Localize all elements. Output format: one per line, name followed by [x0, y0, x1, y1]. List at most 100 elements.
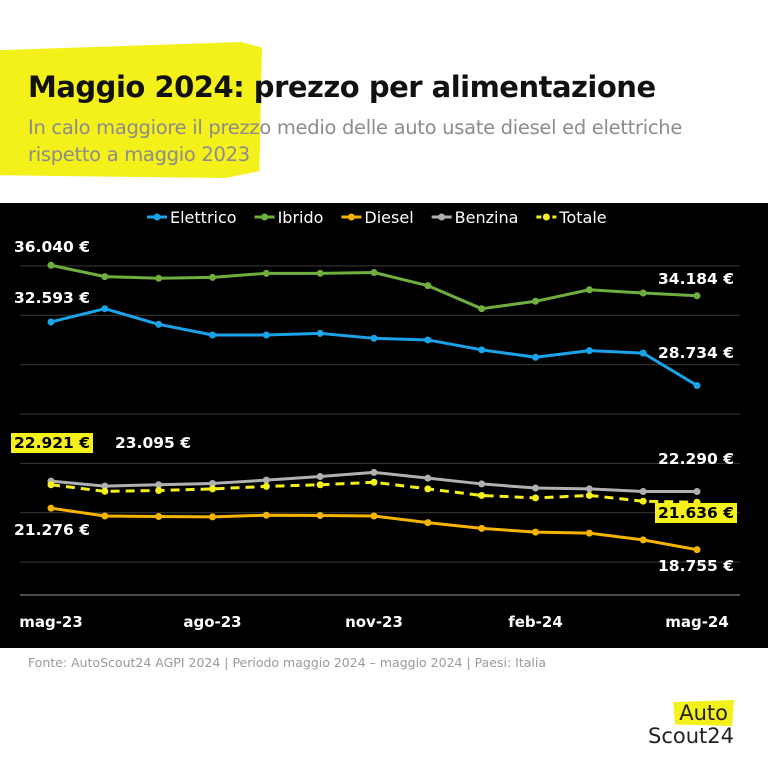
- data-label: 22.290 €: [658, 450, 734, 468]
- data-label: 23.095 €: [115, 434, 191, 452]
- data-point-elettrico: [585, 347, 593, 355]
- legend-label-benzina: Benzina: [455, 208, 519, 227]
- data-point-diesel: [585, 529, 593, 537]
- line-chart: mag-23 ago-23 nov-23 feb-24 mag-24 Elettrico I…: [11, 208, 740, 631]
- data-point-ibrido: [316, 269, 324, 277]
- data-label: 21.276 €: [14, 521, 90, 539]
- data-point-totale: [585, 491, 593, 499]
- page-subtitle: In calo maggiore il prezzo medio delle a…: [28, 116, 683, 166]
- data-point-diesel: [47, 504, 55, 512]
- data-point-ibrido: [262, 269, 270, 277]
- data-label: 22.921 €: [14, 434, 90, 452]
- data-point-diesel: [155, 513, 163, 521]
- data-point-benzina: [101, 482, 109, 490]
- data-point-totale: [155, 487, 163, 495]
- logo-auto-text: Auto: [673, 700, 734, 726]
- data-point-totale: [316, 481, 324, 489]
- data-point-elettrico: [316, 329, 324, 337]
- x-tick-label: mag-24: [665, 613, 729, 631]
- data-point-ibrido: [155, 274, 163, 282]
- data-point-totale: [101, 487, 109, 495]
- data-point-elettrico: [532, 353, 539, 361]
- data-point-benzina: [424, 474, 432, 482]
- data-point-elettrico: [155, 320, 163, 328]
- x-tick-label: mag-23: [19, 613, 83, 631]
- data-label-highlight: [655, 503, 737, 523]
- data-point-totale: [532, 494, 539, 502]
- data-point-benzina: [262, 476, 270, 484]
- data-point-diesel: [209, 513, 216, 521]
- data-point-totale: [370, 478, 378, 486]
- data-point-benzina: [370, 468, 378, 476]
- data-point-elettrico: [639, 349, 647, 357]
- data-label: 34.184 €: [658, 270, 734, 288]
- legend-label-elettrico: Elettrico: [170, 208, 237, 227]
- data-point-benzina: [316, 473, 324, 481]
- data-point-benzina: [532, 484, 539, 492]
- data-point-benzina: [209, 479, 216, 487]
- legend-marker-benzina: [438, 213, 446, 221]
- data-point-elettrico: [101, 305, 109, 313]
- data-point-benzina: [478, 480, 486, 488]
- data-point-ibrido: [585, 286, 593, 294]
- legend-marker-diesel: [347, 213, 355, 221]
- data-point-elettrico: [370, 334, 378, 342]
- data-label: 21.636 €: [658, 504, 734, 522]
- data-label: 18.755 €: [658, 557, 734, 575]
- data-point-diesel: [101, 512, 109, 520]
- page-title: Maggio 2024: prezzo per alimentazione: [28, 70, 656, 104]
- data-point-diesel: [424, 519, 432, 527]
- data-point-diesel: [370, 512, 378, 520]
- data-point-ibrido: [478, 305, 486, 313]
- data-point-benzina: [155, 481, 163, 489]
- data-point-totale: [209, 485, 216, 493]
- logo-scout-text: Scout24: [648, 724, 734, 748]
- data-point-diesel: [639, 536, 647, 544]
- data-point-diesel: [693, 546, 701, 554]
- data-point-totale: [639, 497, 647, 505]
- series-line-elettrico: [50, 307, 698, 387]
- data-point-ibrido: [370, 268, 378, 276]
- data-point-diesel: [316, 512, 324, 520]
- legend-label-diesel: Diesel: [364, 208, 413, 227]
- data-point-ibrido: [532, 297, 539, 305]
- data-point-ibrido: [693, 292, 701, 300]
- data-point-elettrico: [478, 346, 486, 354]
- data-point-diesel: [478, 524, 486, 532]
- data-point-benzina: [585, 485, 593, 493]
- data-point-diesel: [262, 511, 270, 519]
- data-point-ibrido: [639, 289, 647, 297]
- data-point-elettrico: [47, 318, 55, 326]
- data-point-ibrido: [47, 261, 55, 269]
- data-label-highlight: [11, 433, 93, 453]
- source-note: Fonte: AutoScout24 AGPI 2024 | Periodo m…: [28, 655, 546, 670]
- data-point-elettrico: [693, 381, 701, 389]
- data-point-elettrico: [424, 336, 432, 344]
- data-point-benzina: [639, 488, 647, 496]
- data-point-diesel: [532, 528, 539, 536]
- x-tick-label: feb-24: [508, 613, 563, 631]
- data-point-elettrico: [209, 331, 216, 339]
- data-label: 32.593 €: [14, 289, 90, 307]
- data-point-totale: [262, 482, 270, 490]
- x-tick-label: nov-23: [345, 613, 403, 631]
- data-point-ibrido: [209, 273, 216, 281]
- data-point-totale: [478, 491, 486, 499]
- title-highlight: [0, 42, 262, 178]
- data-point-totale: [424, 485, 432, 493]
- data-point-elettrico: [262, 331, 270, 339]
- chart-panel: mag-23 ago-23 nov-23 feb-24 mag-24 Elettrico I…: [0, 203, 768, 648]
- data-point-ibrido: [424, 282, 432, 290]
- data-point-benzina: [693, 488, 701, 496]
- data-point-ibrido: [101, 273, 109, 281]
- legend-marker-ibrido: [261, 213, 269, 221]
- data-point-totale: [47, 481, 55, 489]
- legend-label-ibrido: Ibrido: [278, 208, 324, 227]
- legend-label-totale: Totale: [558, 208, 606, 227]
- data-label: 36.040 €: [14, 238, 90, 256]
- data-label: 28.734 €: [658, 344, 734, 362]
- x-tick-label: ago-23: [183, 613, 241, 631]
- autoscout24-logo: Auto Scout24: [648, 700, 750, 750]
- legend-marker-totale: [542, 213, 550, 221]
- legend-marker-elettrico: [153, 213, 161, 221]
